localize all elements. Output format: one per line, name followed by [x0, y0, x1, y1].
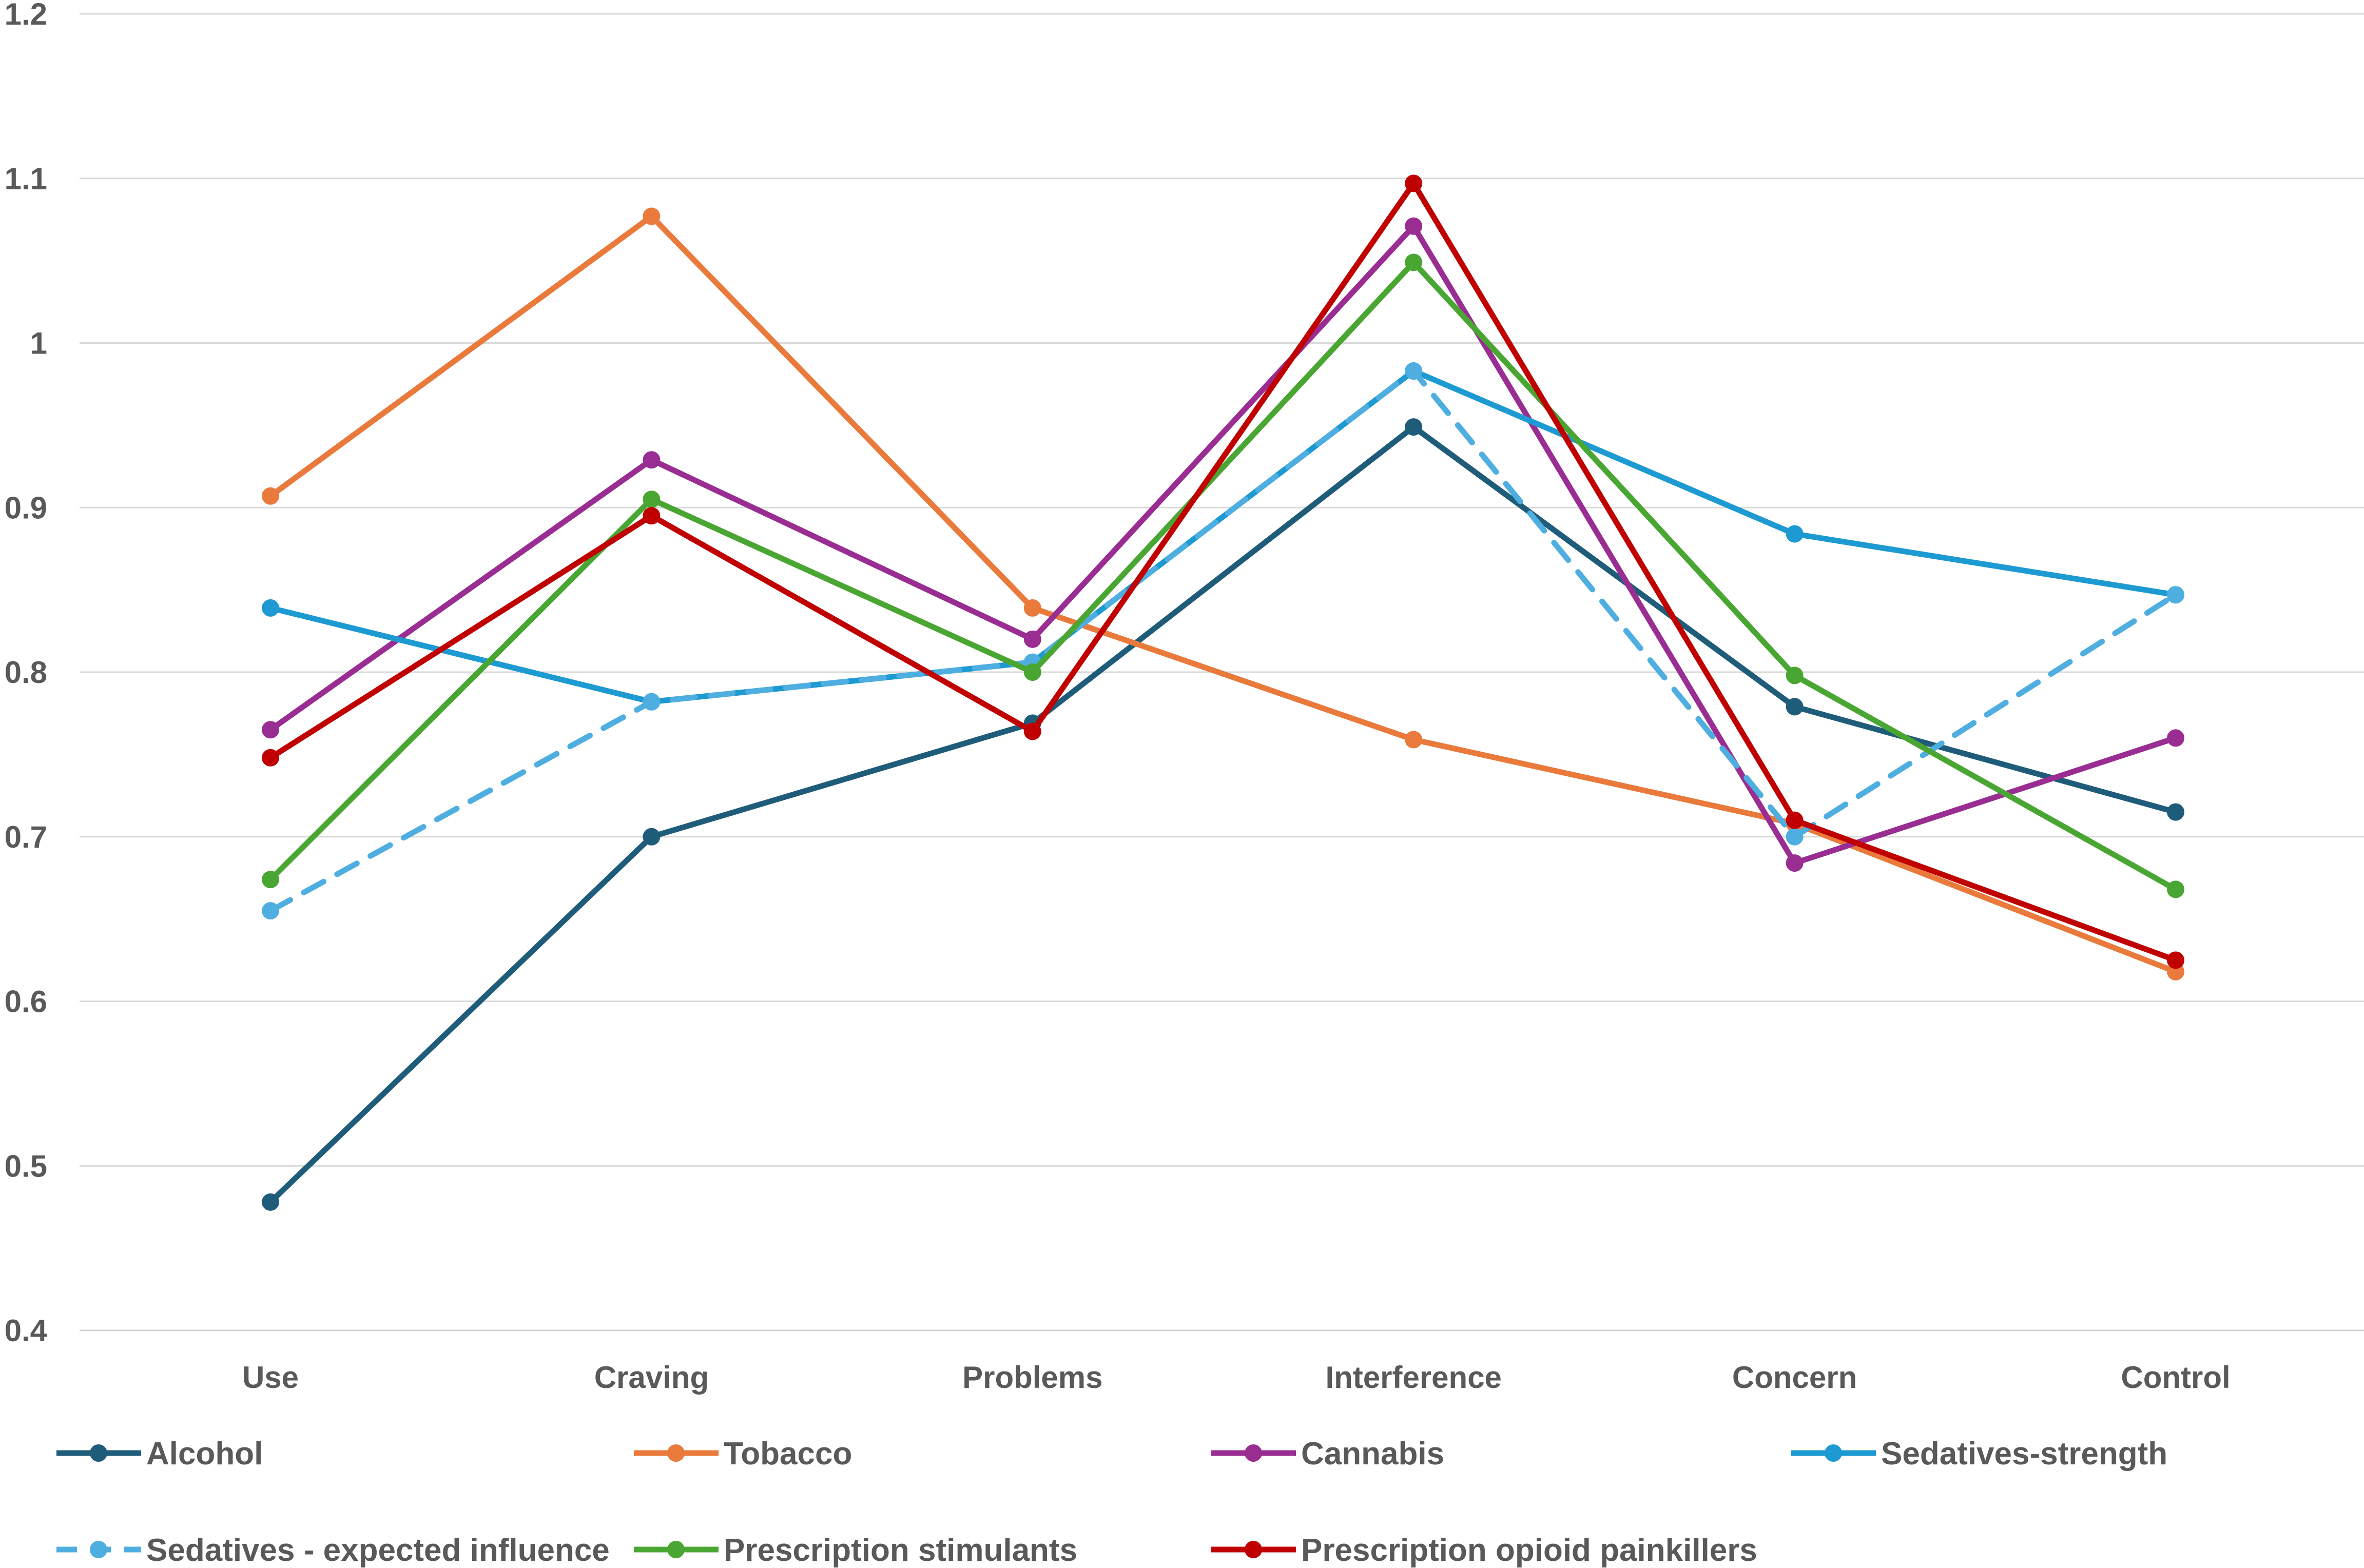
data-point: [643, 491, 661, 508]
y-tick-label: 0.8: [5, 655, 47, 690]
legend-swatch-marker: [1245, 1541, 1262, 1558]
x-tick-label: Control: [2121, 1360, 2230, 1395]
legend-item: Sedatives-strength: [1791, 1436, 2167, 1472]
y-tick-label: 0.9: [5, 491, 47, 525]
legend-item: Tobacco: [634, 1436, 852, 1472]
series-line: [267, 368, 2179, 705]
data-point: [2167, 951, 2184, 969]
x-tick-label: Concern: [1732, 1360, 1857, 1395]
legend-label: Tobacco: [724, 1436, 852, 1472]
y-tick-label: 0.6: [5, 985, 47, 1019]
data-point: [262, 749, 279, 767]
data-point: [643, 693, 661, 711]
x-tick-label: Problems: [962, 1360, 1102, 1395]
data-point: [1405, 174, 1423, 192]
legend-item: Cannabis: [1211, 1436, 1444, 1472]
legend-swatch-marker: [1825, 1444, 1842, 1462]
data-point: [1405, 217, 1423, 235]
data-point: [262, 721, 279, 739]
series-line: [267, 259, 2179, 892]
series-sedatives-strength: [262, 362, 2184, 711]
data-point: [262, 487, 279, 505]
data-point: [1023, 722, 1041, 740]
legend-item: Prescription stimulants: [634, 1533, 1077, 1568]
data-point: [1405, 253, 1423, 271]
legend-item: Prescription opioid painkillers: [1211, 1533, 1757, 1568]
legend-label: Sedatives - expected influence: [146, 1533, 610, 1568]
x-tick-label: Use: [242, 1360, 299, 1395]
legend-item: Sedatives - expected influence: [56, 1533, 610, 1568]
data-point: [262, 599, 279, 617]
legend: Alcohol Tobacco Cannabis Sedatives-strength…: [56, 1436, 2167, 1568]
legend-label: Cannabis: [1301, 1436, 1444, 1472]
legend-item: Alcohol: [56, 1436, 263, 1472]
data-point: [2167, 586, 2184, 604]
x-tick-label: Interference: [1325, 1360, 1501, 1395]
data-point: [1023, 630, 1041, 648]
data-point: [1786, 854, 1804, 872]
data-point: [262, 1193, 279, 1211]
legend-swatch-marker: [667, 1444, 685, 1462]
series-prescription-stimulants: [262, 253, 2184, 898]
data-point: [1786, 667, 1804, 684]
data-point: [1023, 599, 1041, 617]
series-line: [267, 424, 2179, 1205]
data-point: [1786, 698, 1804, 716]
x-tick-label: Craving: [594, 1360, 709, 1395]
data-point: [643, 207, 661, 225]
data-point: [1786, 828, 1804, 846]
data-point: [1786, 525, 1804, 543]
data-point: [1405, 731, 1423, 749]
series-sedatives-expected-influence: [262, 362, 2184, 920]
data-point: [643, 507, 661, 525]
series-tobacco: [262, 207, 2184, 981]
y-tick-label: 0.4: [5, 1314, 48, 1348]
legend-swatch-marker: [90, 1444, 107, 1462]
y-tick-label: 0.5: [5, 1149, 47, 1183]
series-alcohol: [262, 418, 2184, 1211]
data-point: [2167, 880, 2184, 898]
data-series: [262, 174, 2184, 1211]
series-line: [267, 368, 2179, 914]
series-line: [267, 213, 2179, 975]
x-axis-tick-labels: Use Craving Problems Interference Concern Con…: [242, 1360, 2231, 1395]
legend-label: Prescription opioid painkillers: [1301, 1533, 1757, 1568]
y-tick-label: 1: [30, 326, 47, 361]
data-point: [2167, 803, 2184, 821]
data-point: [643, 451, 661, 469]
legend-label: Alcohol: [146, 1436, 263, 1472]
data-point: [1405, 362, 1423, 380]
y-axis-tick-labels: 0.4 0.5 0.6 0.7 0.8 0.9 1 1.1 1.2: [5, 0, 48, 1348]
data-point: [643, 828, 661, 846]
data-point: [1023, 663, 1041, 681]
legend-swatch-marker: [90, 1541, 107, 1558]
y-tick-label: 1.1: [5, 162, 47, 196]
data-point: [2167, 729, 2184, 747]
y-tick-label: 1.2: [5, 0, 47, 31]
y-tick-label: 0.7: [5, 820, 47, 854]
legend-swatch-marker: [1245, 1444, 1262, 1462]
legend-swatch-marker: [667, 1541, 685, 1558]
data-point: [262, 902, 279, 920]
legend-label: Prescription stimulants: [724, 1533, 1077, 1568]
data-point: [262, 871, 279, 889]
legend-label: Sedatives-strength: [1881, 1436, 2167, 1472]
series-line: [267, 180, 2179, 963]
data-point: [1786, 811, 1804, 829]
data-point: [1405, 418, 1423, 436]
series-prescription-opioid-painkillers: [262, 174, 2184, 969]
series-line: [267, 223, 2179, 866]
